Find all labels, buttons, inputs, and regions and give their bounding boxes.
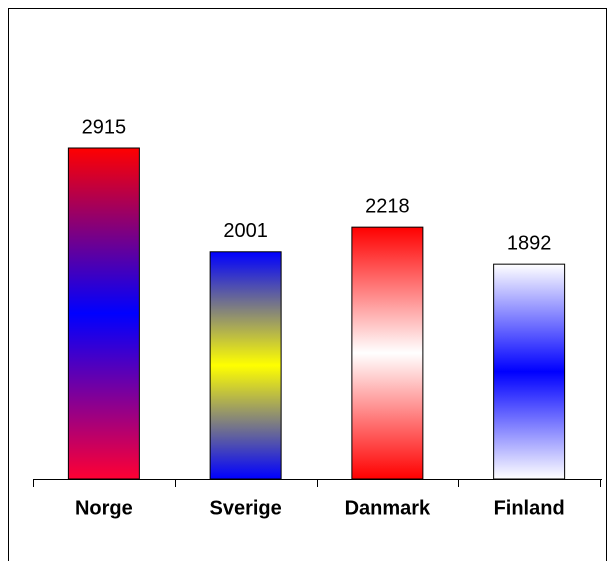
value-label: 2218 bbox=[365, 195, 410, 217]
bar bbox=[351, 226, 424, 480]
x-tick-label: Sverige bbox=[209, 497, 281, 519]
x-tick-label: Danmark bbox=[345, 497, 431, 519]
value-label: 2001 bbox=[223, 220, 268, 242]
bar bbox=[67, 147, 140, 480]
value-label: 2915 bbox=[82, 116, 127, 138]
x-tick-label: Finland bbox=[494, 497, 565, 519]
frame bbox=[8, 8, 607, 561]
bar bbox=[209, 251, 282, 480]
bar bbox=[493, 263, 566, 480]
x-tick-label: Norge bbox=[75, 497, 133, 519]
value-label: 1892 bbox=[507, 232, 552, 254]
